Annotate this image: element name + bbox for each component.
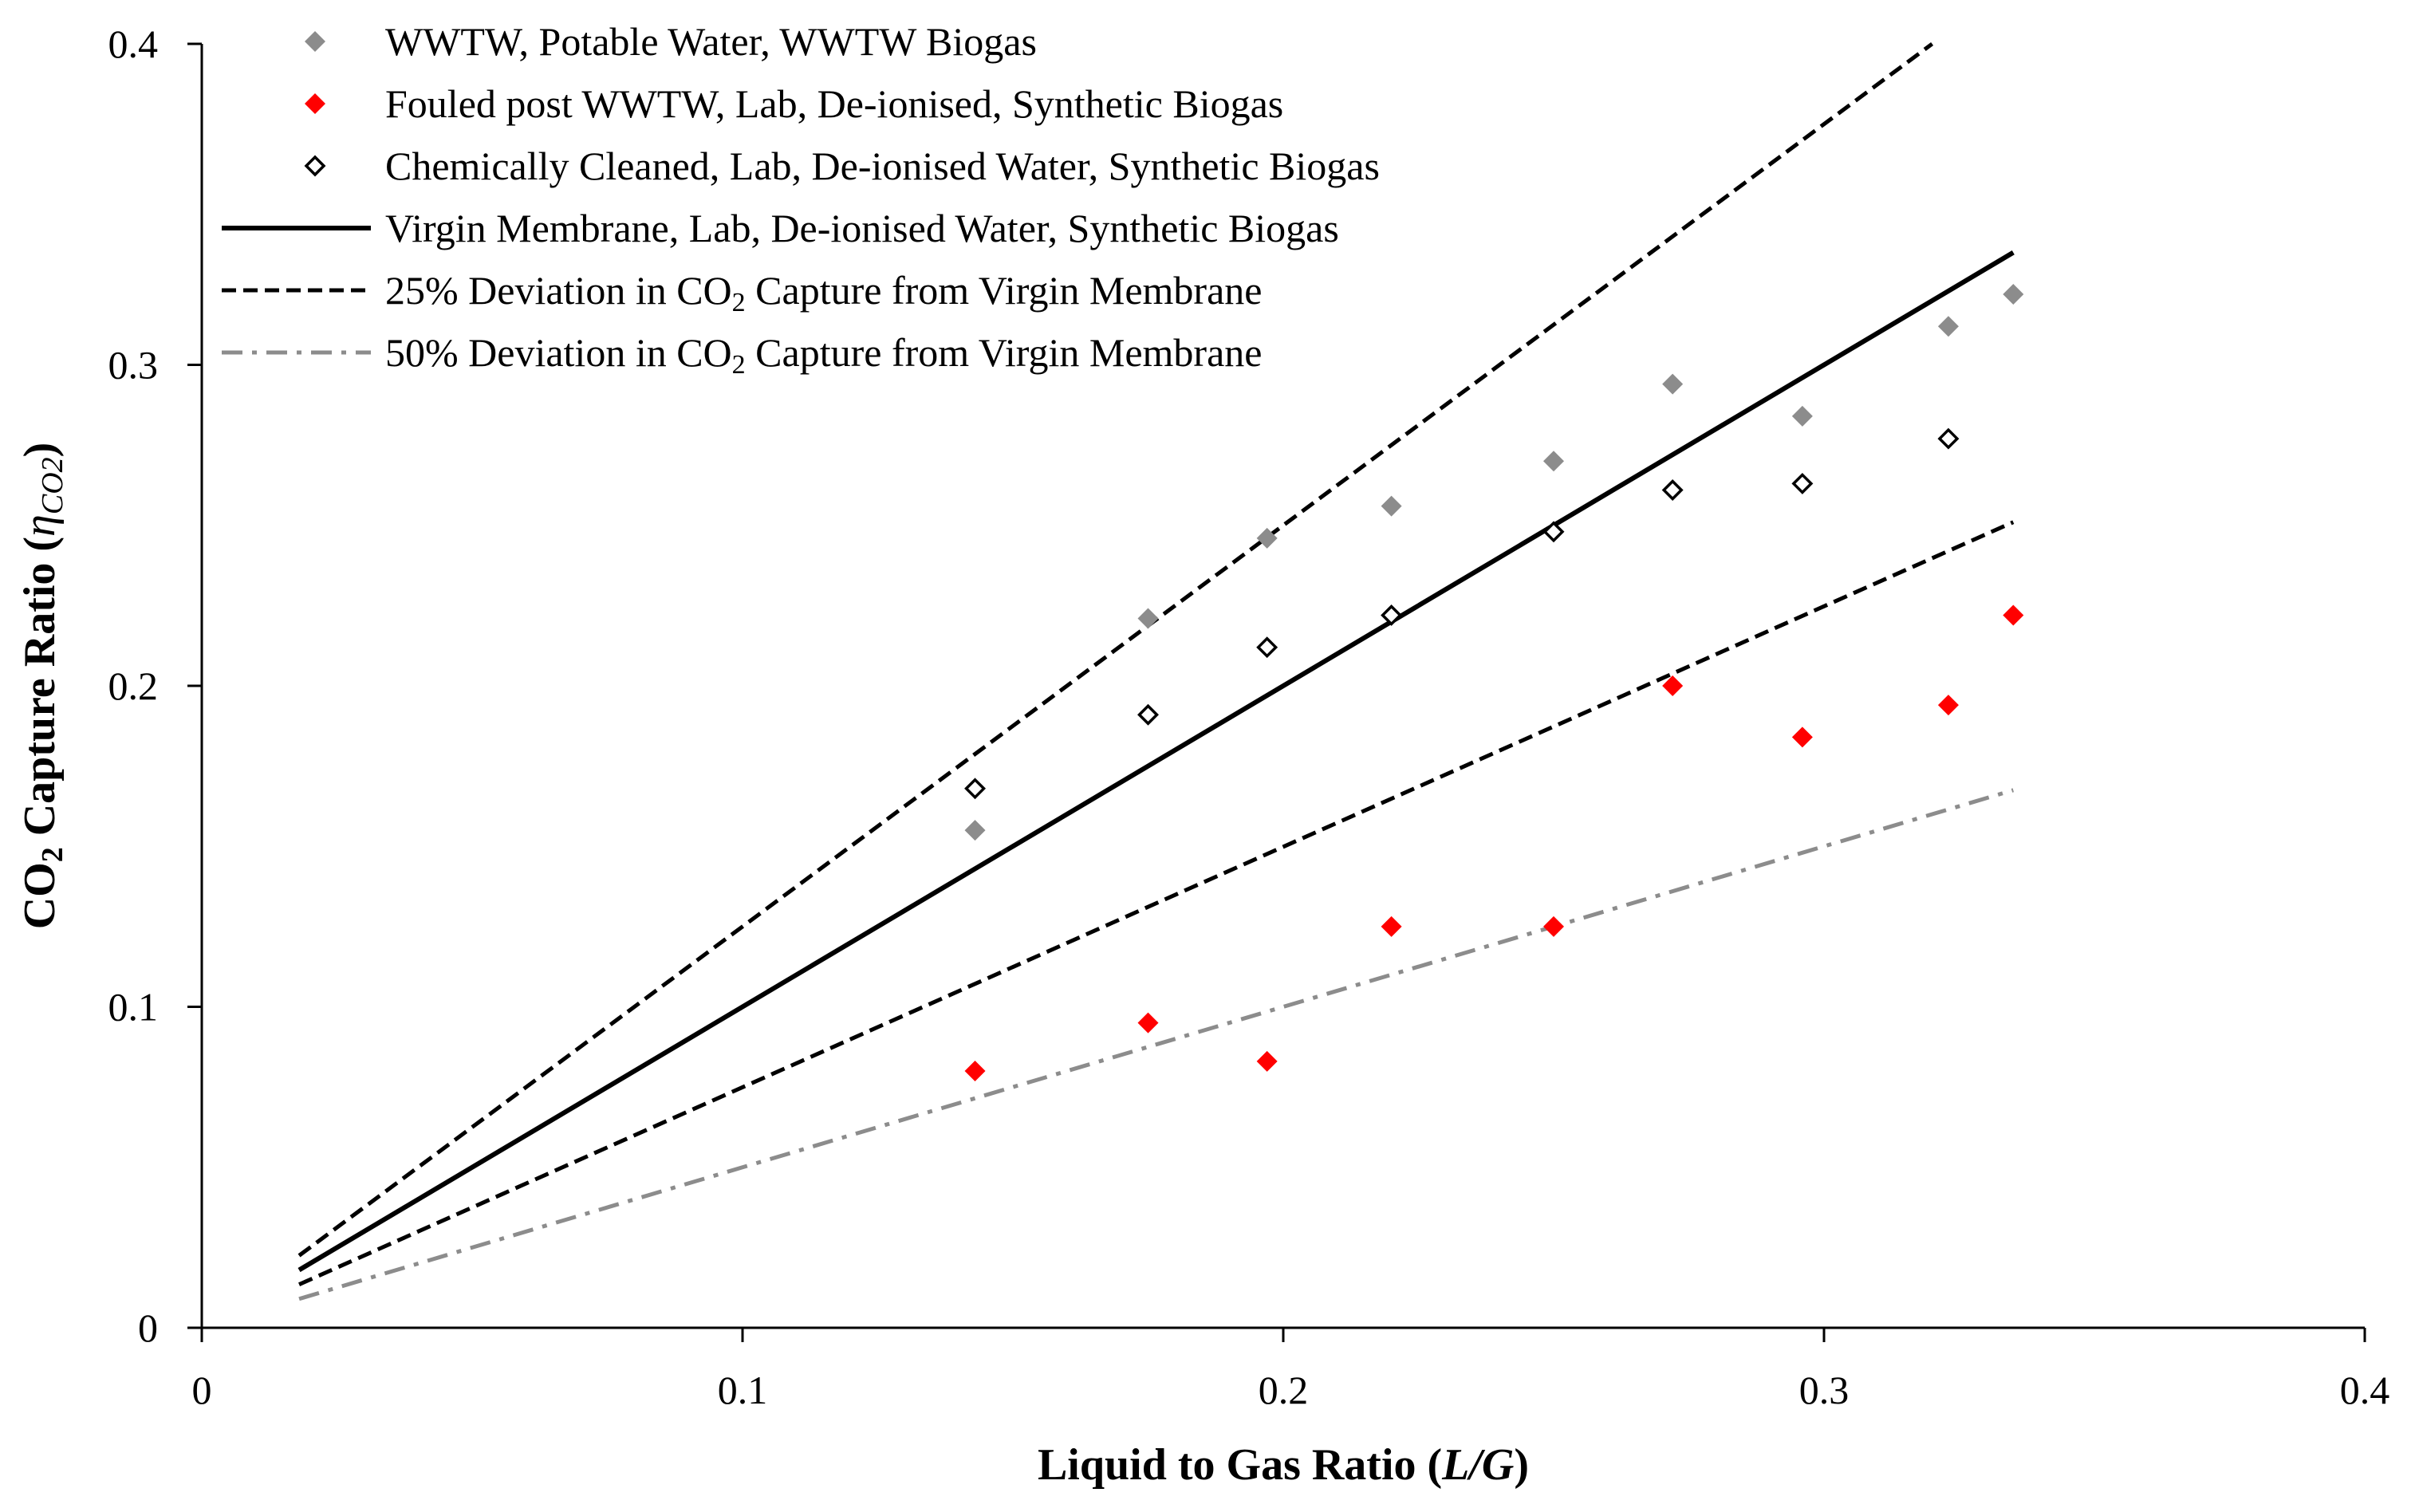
y-axis-title-sub: 2 [36, 847, 69, 862]
legend-marker [305, 93, 325, 114]
data-point-marker [1937, 316, 1959, 337]
plot-markers [964, 283, 2024, 1081]
y-axis-title-suffix: ) [15, 443, 65, 458]
series-line-dashdot [298, 788, 2015, 1301]
data-point-marker [964, 778, 987, 800]
x-axis-title-prefix: Liquid to Gas Ratio ( [1038, 1440, 1442, 1490]
x-tick-label: 0.4 [2340, 1368, 2390, 1412]
legend-marker [305, 31, 325, 52]
x-tick-label: 0.1 [718, 1368, 768, 1412]
data-point-marker [1791, 472, 1814, 494]
y-tick-label: 0 [138, 1305, 158, 1350]
y-tick-label: 0.2 [108, 663, 159, 708]
legend-label: 50% Deviation in CO2 Capture from Virgin… [385, 330, 1262, 380]
y-tick-label: 0.4 [108, 22, 159, 66]
data-point-marker [1381, 495, 1402, 517]
y-tick-label: 0.1 [108, 985, 159, 1030]
axis-titles: Liquid to Gas Ratio (L/G)CO2 Capture Rat… [15, 443, 1529, 1490]
data-point-marker [1137, 703, 1159, 726]
data-point-marker [1256, 527, 1278, 549]
data-point-marker [2003, 604, 2024, 626]
x-axis-title: Liquid to Gas Ratio (L/G) [1038, 1440, 1529, 1490]
y-axis-title: CO2 Capture Ratio (ηCO2) [15, 443, 69, 930]
series-line-solid [297, 250, 2015, 1273]
data-point-marker [2003, 283, 2024, 305]
x-tick-label: 0.3 [1799, 1368, 1850, 1412]
x-tick-label: 0.2 [1259, 1368, 1309, 1412]
legend-label-sub: 2 [732, 350, 746, 380]
data-point-marker [1937, 427, 1960, 450]
legend-label: WWTW, Potable Water, WWTW Biogas [385, 19, 1037, 64]
axes [187, 42, 2366, 1342]
data-point-marker [1791, 405, 1813, 427]
y-tick-label: 0.3 [108, 343, 159, 388]
x-axis-title-italic: L/G [1441, 1440, 1514, 1490]
y-axis-title-rest: Capture Ratio ( [15, 537, 65, 847]
data-point-marker [1543, 451, 1564, 472]
data-point-marker [1791, 726, 1813, 748]
legend-label: Chemically Cleaned, Lab, De-ionised Wate… [385, 144, 1380, 188]
data-point-marker [1381, 604, 1403, 626]
legend-marker [304, 155, 326, 177]
y-axis-title-italic-sub: CO2 [36, 457, 69, 514]
legend-label-pre: 25% Deviation in CO [385, 268, 732, 313]
legend-label: Fouled post WWTW, Lab, De-ionised, Synth… [385, 81, 1283, 126]
series-line-dashed [297, 41, 1934, 1258]
tick-labels: 0 0.1 0.2 0.3 0.4 0 0.1 0.2 0.3 0.4 [108, 22, 2390, 1412]
data-point-marker [964, 820, 986, 841]
series-line-dashed [298, 520, 2015, 1286]
legend-label: Virgin Membrane, Lab, De-ionised Water, … [385, 206, 1339, 250]
x-tick-label: 0 [192, 1368, 212, 1412]
data-point-marker [1381, 915, 1402, 937]
data-point-marker [1661, 479, 1684, 501]
data-point-marker [1137, 1012, 1159, 1034]
data-point-marker [1543, 915, 1564, 937]
data-point-marker [1256, 1050, 1278, 1072]
legend: WWTW, Potable Water, WWTW Biogas Fouled p… [222, 19, 1380, 380]
data-point-marker [1662, 373, 1684, 395]
data-point-marker [1137, 608, 1159, 629]
legend-label-pre: 50% Deviation in CO [385, 330, 732, 375]
data-point-marker [1542, 521, 1565, 543]
plot-lines [297, 41, 2015, 1301]
y-axis-title-main: CO [15, 862, 65, 929]
legend-label-sub: 2 [732, 288, 746, 317]
legend-label-post: Capture from Virgin Membrane [746, 330, 1263, 375]
x-axis-title-suffix: ) [1514, 1440, 1529, 1490]
data-point-marker [1256, 636, 1278, 659]
data-point-marker [1662, 675, 1684, 696]
legend-label-post: Capture from Virgin Membrane [746, 268, 1263, 313]
data-point-marker [1937, 695, 1959, 716]
legend-label: 25% Deviation in CO2 Capture from Virgin… [385, 268, 1262, 317]
data-point-marker [964, 1061, 986, 1081]
y-axis-title-italic: η [15, 514, 65, 537]
